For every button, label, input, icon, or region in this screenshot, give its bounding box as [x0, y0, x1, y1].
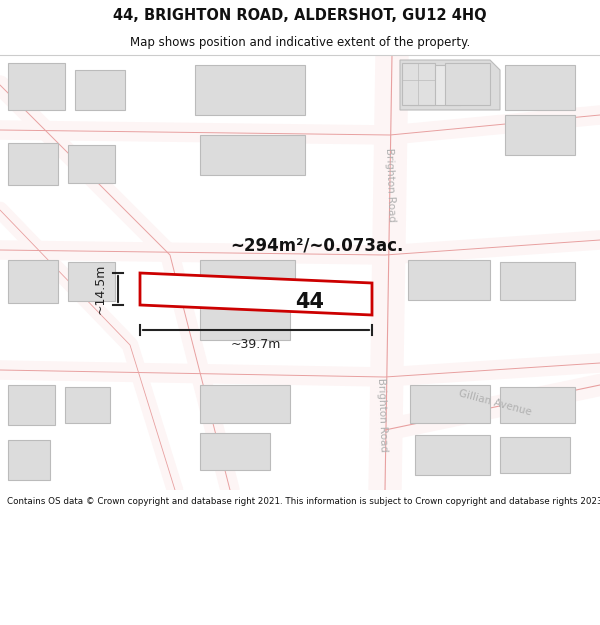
Polygon shape — [410, 65, 460, 105]
Polygon shape — [195, 65, 305, 115]
Polygon shape — [415, 435, 490, 475]
Polygon shape — [505, 115, 575, 155]
Polygon shape — [200, 385, 290, 423]
Text: 44, BRIGHTON ROAD, ALDERSHOT, GU12 4HQ: 44, BRIGHTON ROAD, ALDERSHOT, GU12 4HQ — [113, 8, 487, 23]
Text: Brighton Road: Brighton Road — [376, 378, 388, 452]
Polygon shape — [445, 63, 490, 105]
Polygon shape — [500, 262, 575, 300]
Polygon shape — [68, 145, 115, 183]
Polygon shape — [402, 63, 435, 105]
Text: Brighton Road: Brighton Road — [384, 148, 396, 222]
Polygon shape — [505, 65, 575, 110]
Polygon shape — [8, 63, 65, 110]
Text: Contains OS data © Crown copyright and database right 2021. This information is : Contains OS data © Crown copyright and d… — [7, 497, 600, 506]
Polygon shape — [500, 387, 575, 423]
Text: Map shows position and indicative extent of the property.: Map shows position and indicative extent… — [130, 36, 470, 49]
Polygon shape — [68, 262, 115, 301]
Polygon shape — [408, 260, 490, 300]
Text: Gillian Avenue: Gillian Avenue — [457, 389, 533, 418]
Text: ~39.7m: ~39.7m — [231, 338, 281, 351]
Polygon shape — [200, 260, 295, 300]
Text: ~294m²/~0.073ac.: ~294m²/~0.073ac. — [230, 236, 403, 254]
Polygon shape — [200, 307, 290, 340]
Polygon shape — [8, 440, 50, 480]
Polygon shape — [140, 273, 372, 315]
Polygon shape — [75, 70, 125, 110]
Polygon shape — [200, 135, 305, 175]
Text: ~14.5m: ~14.5m — [94, 264, 107, 314]
Text: 44: 44 — [296, 292, 325, 312]
Polygon shape — [8, 143, 58, 185]
Polygon shape — [65, 387, 110, 423]
Polygon shape — [410, 385, 490, 423]
Polygon shape — [400, 60, 500, 110]
Polygon shape — [8, 385, 55, 425]
Polygon shape — [500, 437, 570, 473]
Polygon shape — [8, 260, 58, 303]
Polygon shape — [200, 433, 270, 470]
